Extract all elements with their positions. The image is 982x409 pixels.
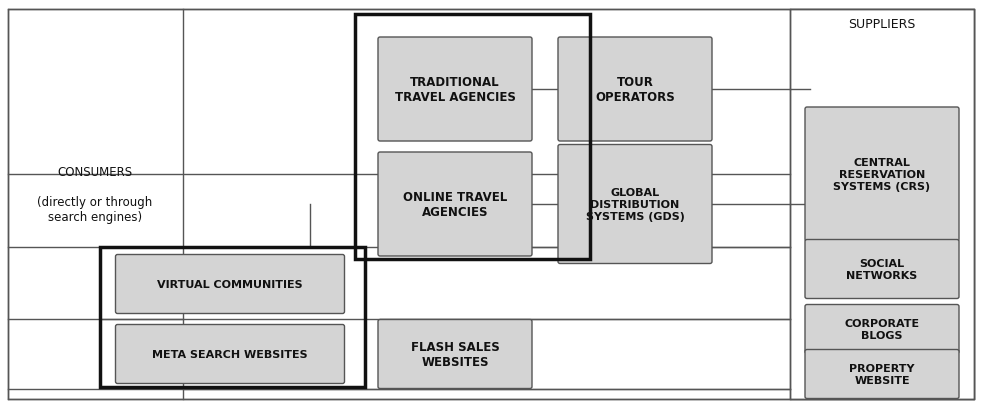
Text: VIRTUAL COMMUNITIES: VIRTUAL COMMUNITIES [157,279,302,289]
Text: META SEARCH WEBSITES: META SEARCH WEBSITES [152,349,307,359]
Text: PROPERTY
WEBSITE: PROPERTY WEBSITE [849,363,915,385]
FancyBboxPatch shape [378,38,532,142]
FancyBboxPatch shape [378,153,532,256]
Text: TRADITIONAL
TRAVEL AGENCIES: TRADITIONAL TRAVEL AGENCIES [395,76,516,104]
Text: FLASH SALES
WEBSITES: FLASH SALES WEBSITES [410,340,500,368]
Text: SUPPLIERS: SUPPLIERS [848,18,915,31]
FancyBboxPatch shape [805,305,959,354]
Bar [355,15,590,259]
Text: CORPORATE
BLOGS: CORPORATE BLOGS [845,319,919,340]
Text: CENTRAL
RESERVATION
SYSTEMS (CRS): CENTRAL RESERVATION SYSTEMS (CRS) [834,158,931,191]
Text: ONLINE TRAVEL
AGENCIES: ONLINE TRAVEL AGENCIES [403,191,507,218]
Bar [100,247,365,387]
FancyBboxPatch shape [378,320,532,389]
FancyBboxPatch shape [805,350,959,398]
Text: GLOBAL
DISTRIBUTION
SYSTEMS (GDS): GLOBAL DISTRIBUTION SYSTEMS (GDS) [585,188,684,221]
Text: CONSUMERS

(directly or through
search engines): CONSUMERS (directly or through search en… [37,166,152,223]
FancyBboxPatch shape [558,145,712,264]
FancyBboxPatch shape [116,325,345,384]
FancyBboxPatch shape [116,255,345,314]
Text: TOUR
OPERATORS: TOUR OPERATORS [595,76,675,104]
FancyBboxPatch shape [805,240,959,299]
Bar [790,10,974,399]
FancyBboxPatch shape [558,38,712,142]
FancyBboxPatch shape [805,108,959,241]
Text: SOCIAL
NETWORKS: SOCIAL NETWORKS [846,258,917,280]
